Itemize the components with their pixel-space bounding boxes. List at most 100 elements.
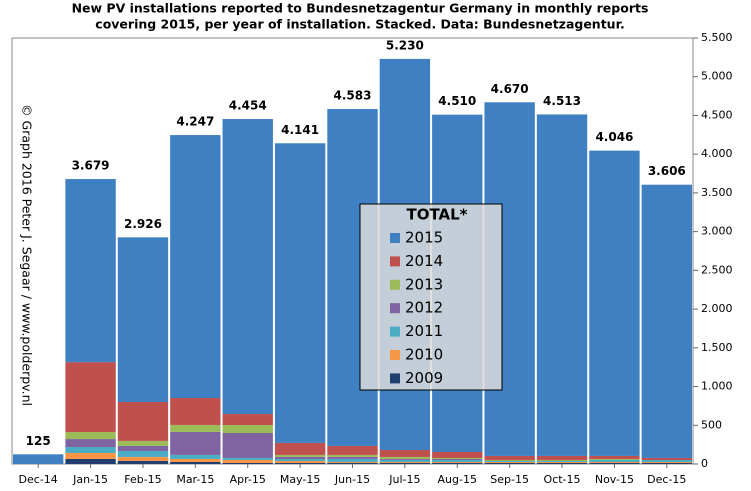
x-tick-label: Jul-15 bbox=[388, 473, 420, 486]
bar-segment bbox=[379, 459, 431, 462]
bar-segment bbox=[379, 456, 431, 459]
bar-segment bbox=[432, 457, 483, 459]
bar-segment bbox=[222, 433, 273, 458]
bar-segment bbox=[170, 431, 221, 455]
legend-label: 2009 bbox=[405, 369, 443, 387]
x-tick-label: Apr-15 bbox=[230, 473, 266, 486]
bar-segment bbox=[536, 114, 588, 456]
legend-box bbox=[359, 203, 503, 391]
bar-segment bbox=[222, 457, 273, 460]
bar-segment bbox=[432, 459, 483, 462]
legend-label: 2012 bbox=[405, 299, 443, 317]
y-tick-label: 1.500 bbox=[701, 341, 733, 354]
y-tick-label: 3.500 bbox=[701, 186, 733, 199]
bar-segment bbox=[65, 432, 116, 440]
bar-segment bbox=[327, 454, 378, 457]
bar-segment bbox=[65, 179, 116, 363]
total-label: 4.141 bbox=[281, 123, 319, 137]
legend-label: 2014 bbox=[405, 252, 443, 270]
x-tick-label: Dec-15 bbox=[647, 473, 686, 486]
bar-segment bbox=[222, 414, 273, 426]
y-tick-label: 5.000 bbox=[701, 70, 733, 83]
bar-segment bbox=[65, 458, 116, 464]
bar-segment bbox=[170, 135, 221, 399]
bar-segment bbox=[170, 461, 221, 464]
bar-segment bbox=[327, 461, 378, 463]
legend-swatch bbox=[390, 279, 400, 290]
y-tick-label: 2.500 bbox=[701, 263, 733, 276]
bar-segment bbox=[274, 460, 326, 463]
bar-segment bbox=[379, 458, 431, 460]
bar-segment bbox=[327, 445, 378, 455]
bar-segment bbox=[641, 457, 692, 460]
x-tick-label: Aug-15 bbox=[438, 473, 477, 486]
y-tick-label: 0 bbox=[701, 457, 708, 470]
total-label: 4.046 bbox=[595, 130, 633, 144]
legend-label: 2015 bbox=[405, 229, 443, 247]
bar-segment bbox=[589, 462, 640, 464]
y-tick-label: 1.000 bbox=[701, 380, 733, 393]
bar-segment bbox=[432, 462, 483, 464]
legend-swatch bbox=[390, 233, 400, 243]
x-tick-label: Jun-15 bbox=[334, 473, 370, 486]
legend-label: 2013 bbox=[405, 275, 443, 293]
bar-segment bbox=[484, 460, 535, 462]
bar-segment bbox=[170, 454, 221, 459]
bar-segment bbox=[274, 458, 326, 461]
x-tick-label: Jan-15 bbox=[72, 473, 108, 486]
bar-segment bbox=[484, 459, 535, 461]
legend-swatch bbox=[390, 303, 400, 314]
bar-segment bbox=[117, 450, 169, 457]
bar-segment bbox=[117, 456, 169, 461]
bar-segment bbox=[379, 462, 431, 464]
chart-title: covering 2015, per year of installation.… bbox=[95, 17, 624, 32]
total-label: 2.926 bbox=[124, 217, 162, 231]
legend-swatch bbox=[390, 373, 400, 384]
bar-segment bbox=[484, 455, 535, 460]
bar-segment bbox=[222, 425, 273, 434]
x-tick-label: Nov-15 bbox=[595, 473, 634, 486]
bar-segment bbox=[13, 454, 64, 464]
bar-segment bbox=[536, 461, 588, 463]
x-tick-label: May-15 bbox=[280, 473, 321, 486]
bar-segment bbox=[117, 237, 169, 402]
bar-segment bbox=[327, 458, 378, 462]
bar-segment bbox=[589, 455, 640, 459]
legend-title: TOTAL* bbox=[406, 206, 467, 224]
bar-segment bbox=[274, 454, 326, 457]
bar-segment bbox=[117, 445, 169, 451]
total-label: 4.670 bbox=[491, 82, 529, 96]
total-label: 4.510 bbox=[438, 94, 476, 108]
bar-segment bbox=[65, 362, 116, 433]
bar-segment bbox=[536, 460, 588, 462]
total-label: 4.454 bbox=[229, 99, 267, 113]
legend-label: 2010 bbox=[405, 346, 443, 364]
x-tick-label: Feb-15 bbox=[124, 473, 161, 486]
total-label: 5.230 bbox=[386, 38, 424, 52]
bar-segment bbox=[327, 462, 378, 464]
bar-segment bbox=[274, 456, 326, 459]
total-label: 4.513 bbox=[543, 94, 581, 108]
bar-segment bbox=[379, 449, 431, 457]
legend-label: 2011 bbox=[405, 322, 443, 340]
bar-segment bbox=[65, 439, 116, 448]
bar-segment bbox=[379, 461, 431, 463]
bar-segment bbox=[274, 442, 326, 455]
total-label: 3.606 bbox=[648, 164, 686, 178]
bar-segment bbox=[641, 184, 692, 458]
x-tick-label: Sep-15 bbox=[490, 473, 529, 486]
bar-segment bbox=[117, 401, 169, 441]
bar-segment bbox=[222, 459, 273, 463]
y-tick-label: 4.000 bbox=[701, 147, 733, 160]
bar-segment bbox=[641, 462, 692, 464]
bar-segment bbox=[484, 462, 535, 464]
total-label: 4.583 bbox=[334, 89, 372, 103]
bar-segment bbox=[170, 424, 221, 432]
legend-swatch bbox=[390, 256, 400, 267]
bar-segment bbox=[274, 462, 326, 464]
bar-segment bbox=[327, 456, 378, 459]
bar-segment bbox=[65, 453, 116, 459]
bar-segment bbox=[536, 455, 588, 460]
y-tick-label: 3.000 bbox=[701, 225, 733, 238]
